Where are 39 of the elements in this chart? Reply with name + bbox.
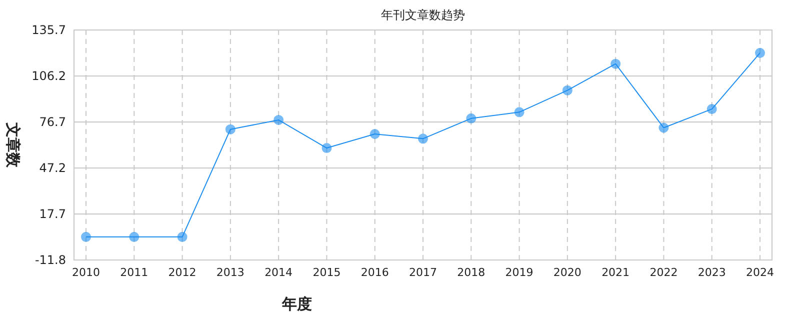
x-tick-label: 2021 [602,266,630,279]
x-tick-label: 2024 [746,266,774,279]
chart-title: 年刊文章数趋势 [381,8,465,22]
x-tick-label: 2010 [72,266,100,279]
point [370,129,380,140]
x-axis-title: 年度 [281,295,312,313]
y-tick-label: 17.7 [39,207,66,221]
x-tick-label: 2020 [553,266,582,279]
point [81,232,91,242]
point [418,134,428,144]
y-tick-label: 47.2 [39,161,66,175]
point [177,232,188,242]
x-tick-label: 2014 [264,266,293,279]
point [466,113,476,124]
point [129,232,140,242]
point [322,143,332,154]
x-tick-label: 2018 [457,266,486,279]
point [225,124,236,134]
y-axis-title: 文章数 [4,122,22,168]
x-tick-label: 2011 [120,266,148,279]
x-tick-label: 2016 [360,266,389,279]
x-tick-label: 2013 [216,266,244,279]
x-tick-label: 2023 [698,266,726,279]
y-tick-label: 76.7 [39,115,66,129]
x-tick-label: 2015 [312,266,341,279]
point [706,104,717,114]
point [755,48,765,58]
x-tick-label: 2022 [650,266,678,279]
point [562,85,572,96]
point [274,114,284,125]
point [610,58,621,69]
y-tick-label: -11.8 [34,253,66,267]
y-tick-label: 106.2 [32,69,66,83]
point [514,107,524,118]
y-tick-label: 135.7 [32,23,66,37]
x-tick-label: 2012 [168,266,196,279]
point [658,122,669,133]
x-tick-label: 2017 [409,266,437,279]
x-tick-label: 2019 [505,266,534,279]
